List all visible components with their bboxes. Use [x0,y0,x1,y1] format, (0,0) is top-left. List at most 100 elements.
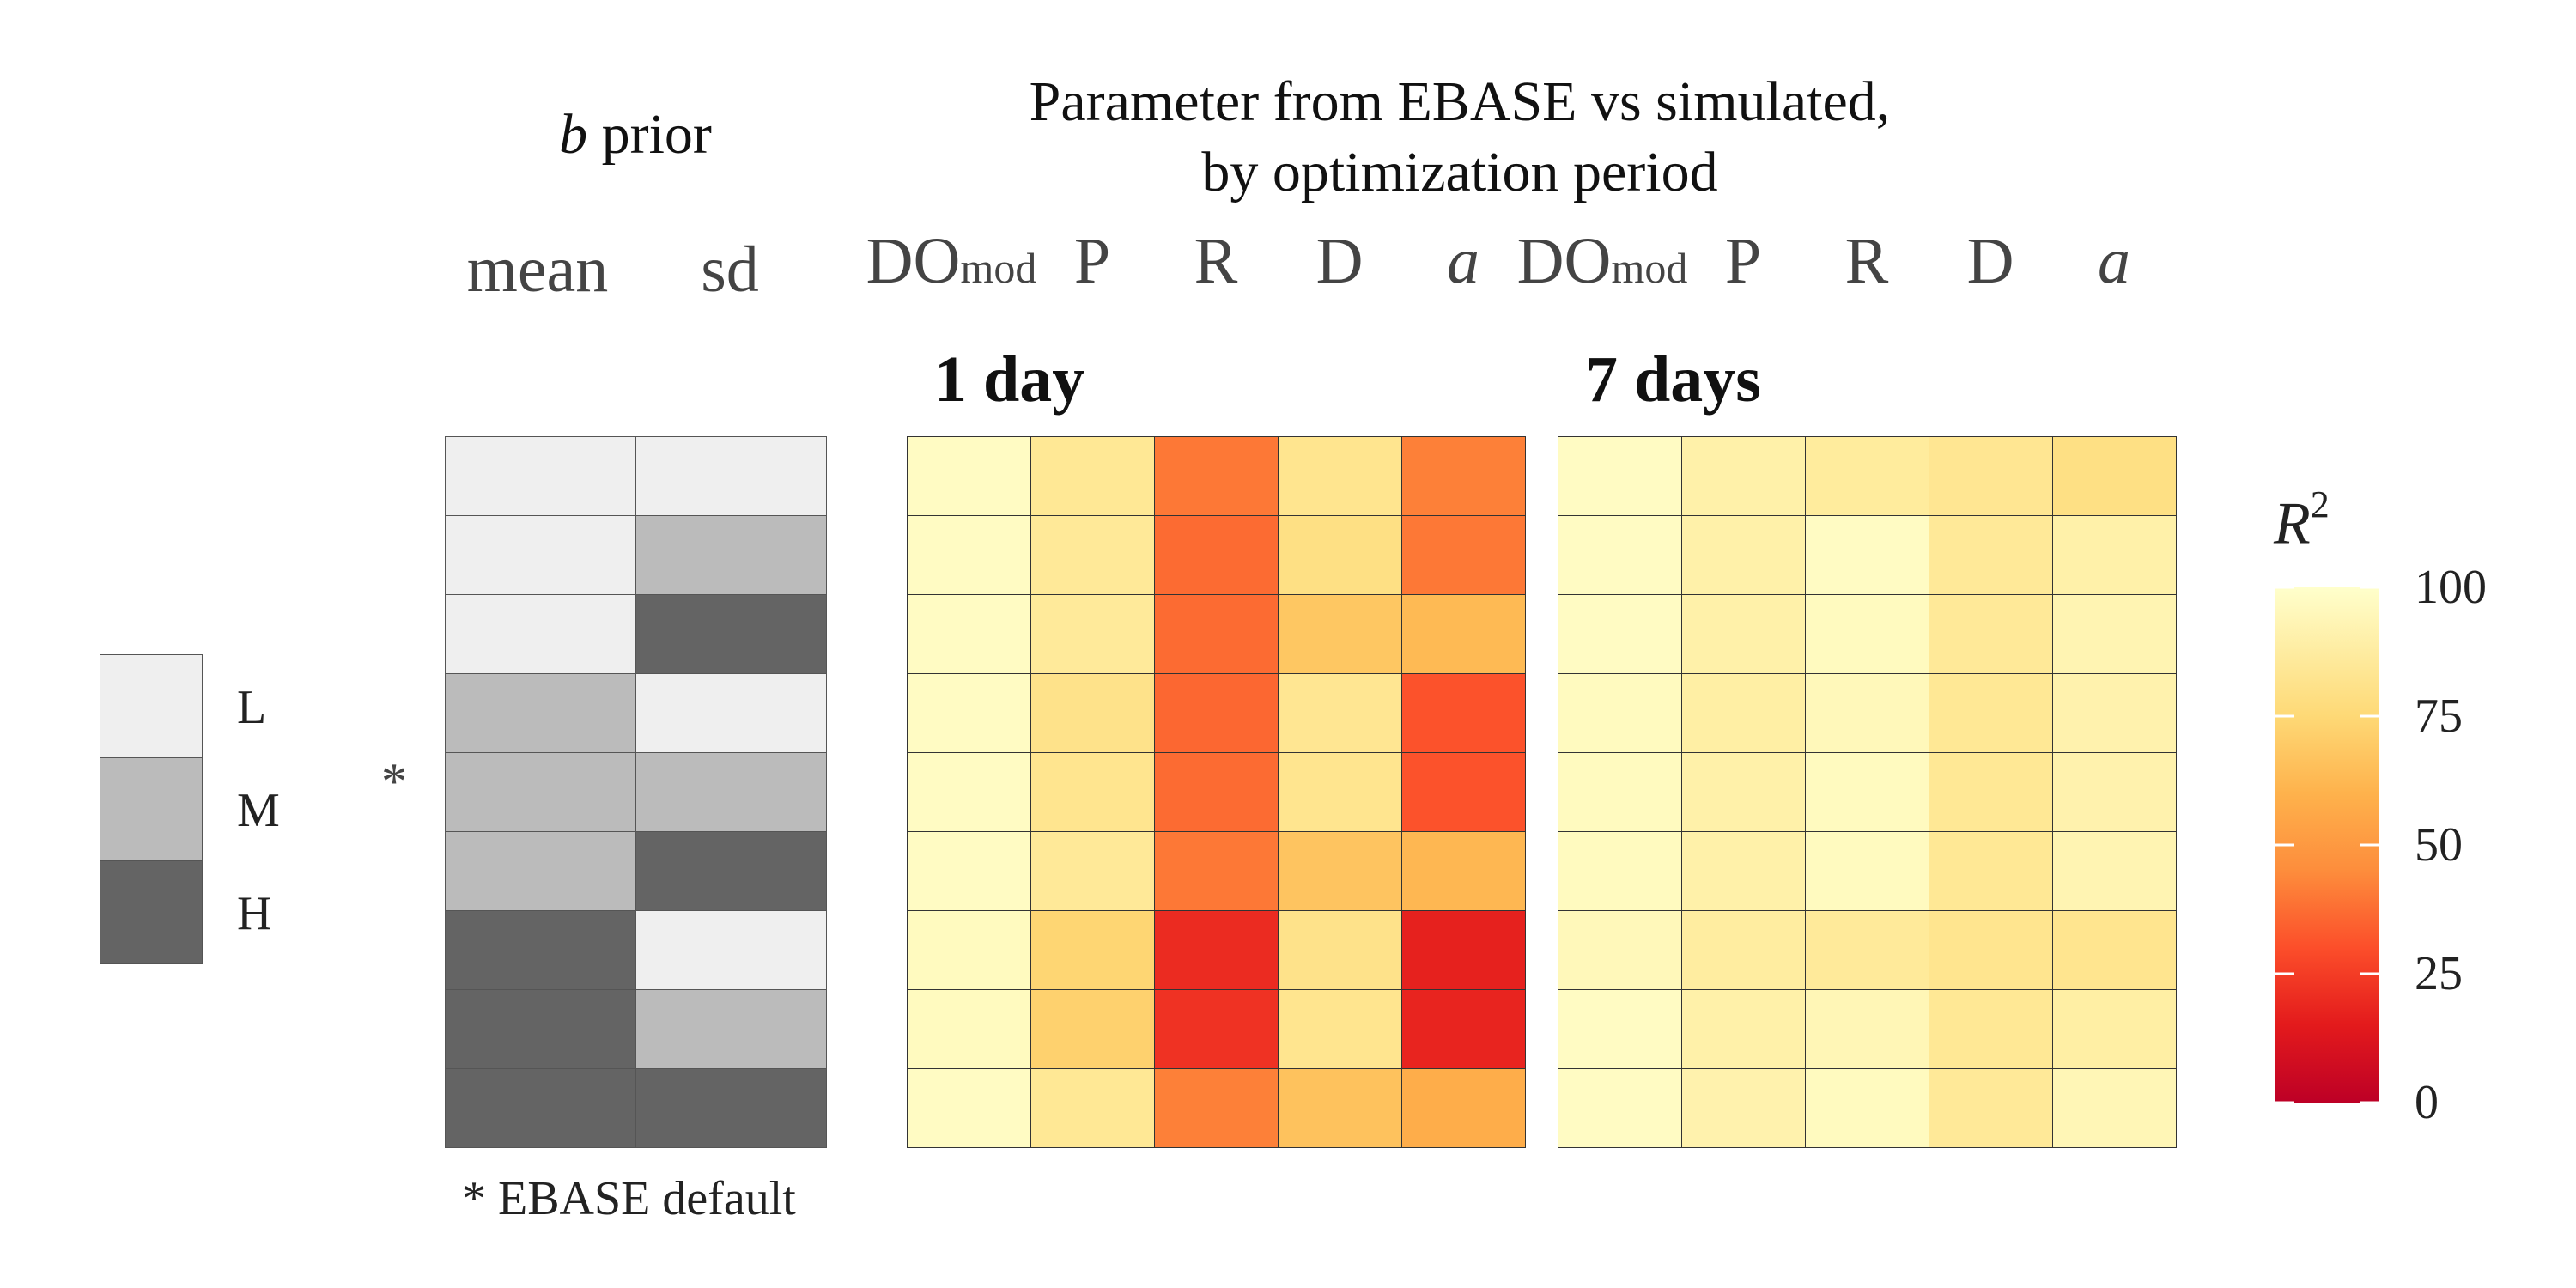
heat-7days-cell-r2-a [2052,515,2177,595]
heat-1day-cell-r2-P [1030,515,1155,595]
prior-cell-mean-6 [445,831,636,911]
heat-7days-cell-r2-P [1681,515,1806,595]
heat-7days-cell-r6-P [1681,831,1806,911]
heat-1day-cell-r3-P [1030,594,1155,674]
heat-1day-cell-r9-D [1278,1068,1402,1148]
prior-cell-sd-7 [635,910,827,990]
heat-1day-cell-r6-P [1030,831,1155,911]
colorbar-tick-label-75: 75 [2415,690,2463,743]
prior-cell-mean-2 [445,515,636,595]
heat-7days-cell-r4-P [1681,673,1806,753]
heat-7days-cell-r9-P [1681,1068,1806,1148]
heat-1day-cell-r5-R [1154,752,1279,832]
heat-1day-cell-r6-a [1401,831,1526,911]
heat-1day-cell-r3-DOmod [907,594,1031,674]
heat-7days-cell-r9-a [2052,1068,2177,1148]
prior-cell-mean-5 [445,752,636,832]
heat-1day-cell-r1-R [1154,436,1279,516]
colorbar-tick-label-50: 50 [2415,818,2463,872]
default-marker: * [381,753,407,810]
heat-7days-cell-r3-D [1929,594,2053,674]
heat-7days-cell-r8-R [1805,989,1929,1069]
heat-7days-cell-r7-D [1929,910,2053,990]
heat-1day-cell-r7-R [1154,910,1279,990]
heat-7days-cell-r6-D [1929,831,2053,911]
heat-1day-cell-r7-P [1030,910,1155,990]
heat-7days-cell-r8-P [1681,989,1806,1069]
heat-1day-cell-r8-P [1030,989,1155,1069]
footnote: * EBASE default [462,1172,796,1225]
colorbar-tick-label-100: 100 [2415,561,2487,614]
level-legend-label-M: M [237,784,280,837]
heat-1day-cell-r9-a [1401,1068,1526,1148]
heat-1day-cell-r8-DOmod [907,989,1031,1069]
heat-7days-cell-r5-R [1805,752,1929,832]
prior-cell-mean-1 [445,436,636,516]
heat-7days-cell-r1-R [1805,436,1929,516]
heat-1day-cell-r8-a [1401,989,1526,1069]
prior-col-sd: sd [701,234,759,306]
heat-1day-cell-r4-DOmod [907,673,1031,753]
heat-1day-cell-r5-DOmod [907,752,1031,832]
heat-1day-cell-r2-DOmod [907,515,1031,595]
heat-7days-cell-r6-DOmod [1558,831,1682,911]
prior-cell-sd-4 [635,673,827,753]
heat-7days-cell-r8-DOmod [1558,989,1682,1069]
heat-1day-cell-r7-D [1278,910,1402,990]
colorbar-title: R2 [2274,486,2330,554]
heat-1day-cell-r6-R [1154,831,1279,911]
prior-cell-mean-9 [445,1068,636,1148]
prior-col-mean: mean [466,234,609,306]
level-legend-swatch-L [100,654,203,758]
heat-7days-cell-r8-a [2052,989,2177,1069]
heat-1day-cell-r4-a [1401,673,1526,753]
heat-7days-cell-r2-DOmod [1558,515,1682,595]
prior-cell-sd-1 [635,436,827,516]
heat-1day-cell-r1-D [1278,436,1402,516]
colorbar-tick-label-0: 0 [2415,1076,2439,1129]
heat-1day-cell-r2-R [1154,515,1279,595]
heat-1day-cell-r8-D [1278,989,1402,1069]
heat-7days-cell-r1-DOmod [1558,436,1682,516]
heat-7days-cell-r1-a [2052,436,2177,516]
level-legend-label-H: H [237,887,272,940]
heat-1day-cell-r9-P [1030,1068,1155,1148]
heat-7days-cell-r8-D [1929,989,2053,1069]
heat-1day-cell-r7-DOmod [907,910,1031,990]
prior-cell-mean-7 [445,910,636,990]
heat-7days-cell-r6-a [2052,831,2177,911]
heat-1day-cell-r3-R [1154,594,1279,674]
heat-7days-cell-r3-DOmod [1558,594,1682,674]
main-title-line1: Parameter from EBASE vs simulated, [1029,70,1891,133]
heat-7days-cell-r5-DOmod [1558,752,1682,832]
heat-7days-cell-r2-R [1805,515,1929,595]
heat-1day-cell-r4-R [1154,673,1279,753]
heat-7days-cell-r3-a [2052,594,2177,674]
prior-title-b: b [559,103,588,166]
prior-cell-mean-3 [445,594,636,674]
heat-1day-cell-r4-D [1278,673,1402,753]
heat-1day-cell-r6-DOmod [907,831,1031,911]
level-legend-swatch-H [100,860,203,964]
heat-1day-cell-r1-DOmod [907,436,1031,516]
heat-1day-cell-r9-R [1154,1068,1279,1148]
heat-7days-cell-r5-P [1681,752,1806,832]
prior-cell-sd-9 [635,1068,827,1148]
heat-1day-cell-r8-R [1154,989,1279,1069]
heat-7days-cell-r7-DOmod [1558,910,1682,990]
heat-7days-cell-r7-R [1805,910,1929,990]
prior-cell-sd-6 [635,831,827,911]
heat-7days-cell-r3-P [1681,594,1806,674]
prior-cell-sd-3 [635,594,827,674]
heat-1day-cell-r2-D [1278,515,1402,595]
heat-7days-cell-r1-P [1681,436,1806,516]
heat-7days-cell-r4-R [1805,673,1929,753]
heat-1day-cell-r5-D [1278,752,1402,832]
colorbar-tick-label-25: 25 [2415,947,2463,1000]
heat-1day-cell-r4-P [1030,673,1155,753]
heat-1day-cell-r5-a [1401,752,1526,832]
heat-7days-cell-r5-D [1929,752,2053,832]
heat-7days-cell-r7-a [2052,910,2177,990]
panel-title-1day: 1 day [934,343,1085,416]
level-legend-swatch-M [100,757,203,861]
